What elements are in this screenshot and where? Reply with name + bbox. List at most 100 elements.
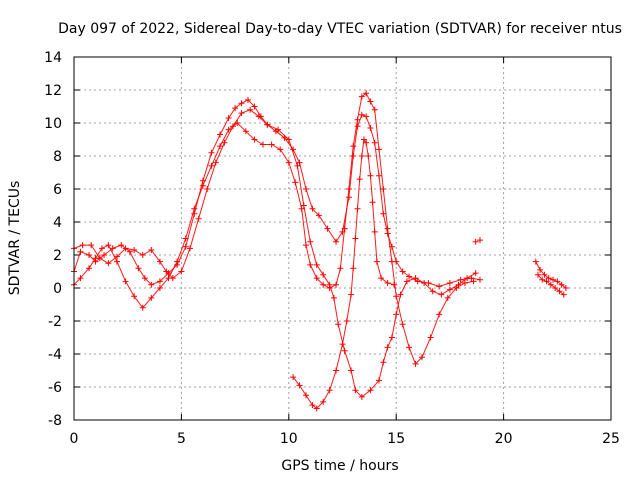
y-tick-label: -2 <box>48 314 62 330</box>
data-point <box>313 405 320 412</box>
chart-title: Day 097 of 2022, Sidereal Day-to-day VTE… <box>58 21 622 37</box>
data-point <box>208 149 215 156</box>
data-point <box>358 93 365 100</box>
data-point <box>384 280 391 287</box>
data-point <box>148 247 155 254</box>
data-point <box>77 248 84 255</box>
data-point <box>333 238 340 245</box>
y-tick-label: 0 <box>53 281 62 297</box>
data-point <box>476 276 483 283</box>
data-point <box>251 103 258 110</box>
y-tick-label: -4 <box>48 347 62 363</box>
y-tick-label: 12 <box>44 83 62 99</box>
data-point <box>122 245 129 252</box>
data-point <box>229 123 236 130</box>
series-track-d <box>290 136 398 412</box>
data-point <box>350 153 357 159</box>
data-point <box>358 111 365 118</box>
series-trace <box>535 261 567 289</box>
data-point <box>363 90 370 97</box>
data-point <box>244 96 251 103</box>
data-point <box>367 387 374 394</box>
data-point <box>139 252 146 258</box>
data-point <box>217 143 224 150</box>
data-point <box>354 123 361 130</box>
data-point <box>131 293 138 300</box>
data-point <box>393 311 400 318</box>
data-point <box>105 260 112 267</box>
data-point <box>534 271 541 278</box>
data-point <box>371 139 378 146</box>
data-point <box>406 344 413 351</box>
data-point <box>436 283 443 290</box>
data-point <box>169 275 176 282</box>
data-point <box>470 278 477 285</box>
data-point <box>358 153 365 159</box>
data-point <box>275 126 282 133</box>
data-point <box>320 281 327 288</box>
data-point <box>412 360 419 367</box>
data-point <box>326 387 333 394</box>
plot-frame <box>73 56 612 421</box>
data-point <box>371 228 378 235</box>
data-point <box>131 247 138 254</box>
data-point <box>326 281 333 288</box>
data-point <box>341 225 348 232</box>
data-point <box>556 288 563 295</box>
data-point <box>388 258 395 265</box>
data-point <box>418 354 425 361</box>
data-point <box>380 186 387 192</box>
data-point <box>324 225 331 232</box>
x-tick-label: 25 <box>602 431 620 447</box>
data-point <box>186 245 193 252</box>
data-point <box>429 288 436 295</box>
data-point <box>122 278 129 285</box>
series-track-f <box>534 271 567 298</box>
data-point <box>98 245 105 252</box>
data-point <box>232 105 239 112</box>
data-point <box>543 278 550 285</box>
y-tick-label: -8 <box>48 413 62 429</box>
data-point <box>139 304 146 311</box>
data-point <box>376 377 383 384</box>
data-point <box>532 258 539 265</box>
data-point <box>156 285 163 291</box>
data-point <box>358 393 365 400</box>
data-point <box>238 100 245 107</box>
y-tick-label: 14 <box>44 50 62 66</box>
data-point <box>427 334 434 341</box>
data-point <box>285 159 292 166</box>
data-point <box>393 293 400 300</box>
data-point <box>365 153 372 159</box>
data-point <box>554 278 561 285</box>
data-point <box>367 98 374 105</box>
data-point <box>298 205 305 212</box>
data-point <box>141 275 148 282</box>
data-point <box>320 398 327 405</box>
data-point <box>545 275 552 282</box>
data-point <box>352 387 359 394</box>
data-point <box>320 271 327 278</box>
data-point <box>156 258 163 265</box>
data-point <box>464 275 471 282</box>
data-point <box>96 255 103 262</box>
data-point <box>79 242 86 249</box>
x-tick-label: 20 <box>495 431 513 447</box>
data-point <box>182 243 189 250</box>
data-point <box>378 275 385 282</box>
y-tick-label: 10 <box>44 116 62 132</box>
data-point <box>302 242 309 249</box>
data-point <box>333 281 340 288</box>
data-point <box>376 172 383 179</box>
data-point <box>539 276 546 283</box>
data-point <box>537 266 544 273</box>
data-series <box>71 90 569 412</box>
data-point <box>313 261 320 268</box>
data-point <box>444 294 451 301</box>
data-point <box>333 367 340 374</box>
data-point <box>348 367 355 374</box>
data-point <box>547 281 554 288</box>
data-point <box>348 291 355 298</box>
data-point <box>341 347 348 354</box>
